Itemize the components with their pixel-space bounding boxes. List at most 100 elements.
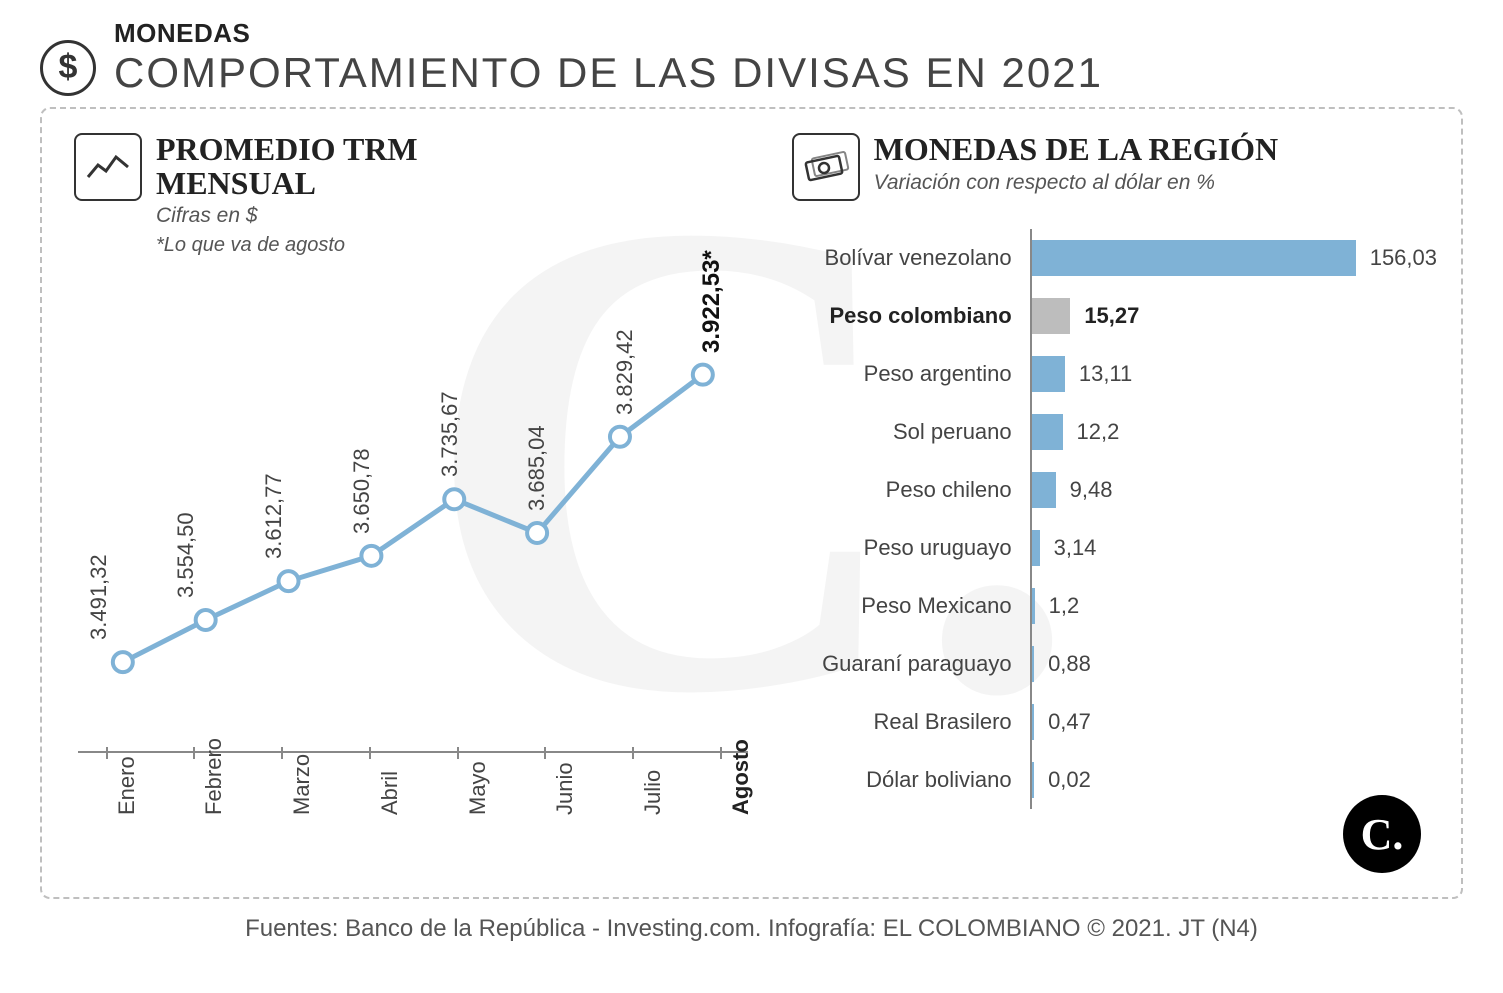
bar-value: 156,03 [1370, 245, 1437, 271]
line-chart-area: 3.491,32 3.554,50 3.612,77 3.650,78 3.735,67… [74, 277, 752, 837]
x-axis-label: Enero [114, 756, 140, 815]
infographic-root: $ MONEDAS COMPORTAMIENTO DE LAS DIVISAS … [0, 0, 1503, 943]
bar-row: Peso chileno9,48 [792, 461, 1437, 519]
x-tick [369, 747, 371, 759]
bar-value: 0,02 [1048, 767, 1091, 793]
bar-value: 15,27 [1084, 303, 1139, 329]
x-axis [78, 751, 748, 753]
x-axis-label: Junio [552, 763, 578, 816]
bar-label: Sol peruano [792, 419, 1030, 445]
bar-value: 12,2 [1077, 419, 1120, 445]
x-axis-label: Abril [377, 771, 403, 815]
bar-chart-area: Bolívar venezolano 156,03 Peso colombiano 1… [792, 229, 1437, 809]
line-chart-title-block: PROMEDIO TRM MENSUAL Cifras en $ *Lo que… [156, 133, 418, 257]
x-axis-label: Agosto [728, 739, 754, 815]
bar-row: Peso colombiano 15,27 [792, 287, 1437, 345]
line-chart-head: PROMEDIO TRM MENSUAL Cifras en $ *Lo que… [74, 133, 752, 257]
bar-row: Peso uruguayo 3,14 [792, 519, 1437, 577]
line-point-value: 3.491,32 [86, 555, 112, 641]
x-tick [106, 747, 108, 759]
bar-row: Real Brasilero 0,47 [792, 693, 1437, 751]
bar-track: 3,14 [1030, 519, 1437, 577]
bar-track: 0,47 [1030, 693, 1437, 751]
bar-fill [1032, 530, 1040, 566]
bar-track: 13,11 [1030, 345, 1437, 403]
bar-label: Peso Mexicano [792, 593, 1030, 619]
line-point-value: 3.554,50 [173, 513, 199, 599]
line-chart-subtitle: Cifras en $ [156, 204, 418, 228]
bar-value: 0,88 [1048, 651, 1091, 677]
x-axis-label: Julio [640, 770, 666, 815]
bar-chart-title: MONEDAS DE LA REGIÓN [874, 133, 1279, 167]
bar-fill [1032, 704, 1034, 740]
line-point-value: 3.829,42 [612, 329, 638, 415]
x-tick [193, 747, 195, 759]
bar-track: 156,03 [1030, 229, 1437, 287]
bar-track: 15,27 [1030, 287, 1437, 345]
x-tick [457, 747, 459, 759]
bar-row: Guaraní paraguayo 0,88 [792, 635, 1437, 693]
line-point-value: 3.650,78 [349, 448, 375, 534]
bar-fill [1032, 356, 1065, 392]
x-tick [544, 747, 546, 759]
bar-fill [1032, 414, 1063, 450]
bar-row: Bolívar venezolano 156,03 [792, 229, 1437, 287]
bar-fill [1032, 646, 1034, 682]
bar-track: 1,2 [1030, 577, 1437, 635]
bar-track: 12,2 [1030, 403, 1437, 461]
main-panel: PROMEDIO TRM MENSUAL Cifras en $ *Lo que… [40, 107, 1463, 899]
line-point-value: 3.922,53* [698, 250, 726, 353]
bar-fill [1032, 240, 1356, 276]
bar-row: Peso argentino 13,11 [792, 345, 1437, 403]
bar-label: Dólar boliviano [792, 767, 1030, 793]
line-chart-column: PROMEDIO TRM MENSUAL Cifras en $ *Lo que… [74, 133, 752, 879]
bar-label: Peso colombiano [792, 303, 1030, 329]
bar-label: Peso argentino [792, 361, 1030, 387]
x-axis-label: Marzo [289, 754, 315, 815]
header-kicker: MONEDAS [114, 18, 1103, 49]
bar-row: Peso Mexicano 1,2 [792, 577, 1437, 635]
bar-chart-head: MONEDAS DE LA REGIÓN Variación con respe… [792, 133, 1437, 201]
x-tick [632, 747, 634, 759]
bar-value: 3,14 [1054, 535, 1097, 561]
bar-value: 13,11 [1079, 361, 1132, 387]
line-chart-title-2: MENSUAL [156, 167, 418, 201]
bar-label: Bolívar venezolano [792, 245, 1030, 271]
bar-track: 9,48 [1030, 461, 1437, 519]
bar-label: Peso uruguayo [792, 535, 1030, 561]
bar-value: 9,48 [1070, 477, 1113, 503]
bar-value: 1,2 [1049, 593, 1080, 619]
bar-fill [1032, 588, 1035, 624]
line-point-value: 3.612,77 [261, 474, 287, 560]
bar-row: Dólar boliviano 0,02 [792, 751, 1437, 809]
publisher-logo: C. [1343, 795, 1421, 873]
bar-label: Guaraní paraguayo [792, 651, 1030, 677]
x-axis-label: Mayo [465, 761, 491, 815]
bar-value: 0,47 [1048, 709, 1091, 735]
bar-fill [1032, 298, 1071, 334]
header-text: MONEDAS COMPORTAMIENTO DE LAS DIVISAS EN… [114, 18, 1103, 97]
x-axis-label: Febrero [201, 738, 227, 815]
x-tick [720, 747, 722, 759]
header: $ MONEDAS COMPORTAMIENTO DE LAS DIVISAS … [0, 0, 1503, 107]
bar-track: 0,88 [1030, 635, 1437, 693]
header-title: COMPORTAMIENTO DE LAS DIVISAS EN 2021 [114, 49, 1103, 97]
x-tick [281, 747, 283, 759]
bar-fill [1032, 472, 1056, 508]
bar-fill [1032, 762, 1034, 798]
line-chart-title-1: PROMEDIO TRM [156, 133, 418, 167]
bar-row: Sol peruano 12,2 [792, 403, 1437, 461]
dollar-icon: $ [40, 40, 96, 96]
bar-chart-subtitle: Variación con respecto al dólar en % [874, 171, 1279, 195]
line-point-value: 3.685,04 [524, 426, 550, 512]
footer-sources: Fuentes: Banco de la República - Investi… [0, 915, 1503, 943]
bar-label: Real Brasilero [792, 709, 1030, 735]
dollar-icon-symbol: $ [59, 48, 78, 87]
publisher-logo-text: C. [1361, 809, 1404, 860]
bar-chart-column: MONEDAS DE LA REGIÓN Variación con respe… [792, 133, 1437, 879]
line-point-value: 3.735,67 [437, 392, 463, 478]
line-chart-icon [74, 133, 142, 201]
money-icon [792, 133, 860, 201]
bar-chart-title-block: MONEDAS DE LA REGIÓN Variación con respe… [874, 133, 1279, 195]
line-chart-note: *Lo que va de agosto [156, 234, 418, 257]
